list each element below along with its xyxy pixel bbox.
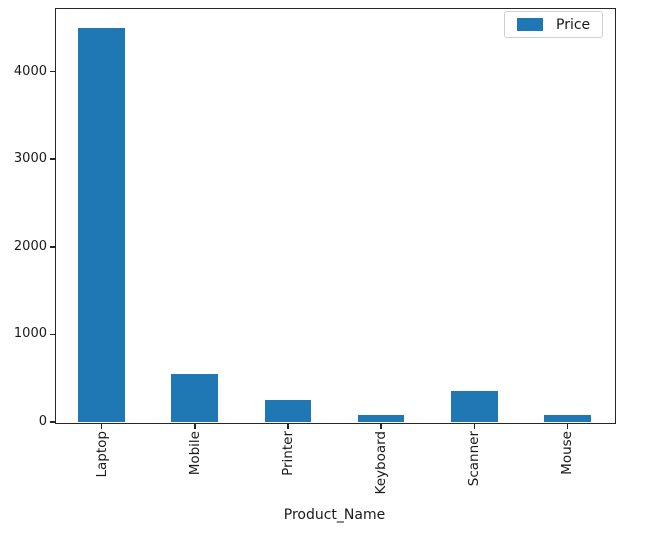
- x-tick-label-scanner: Scanner: [466, 431, 483, 487]
- x-tick-mark: [566, 423, 569, 429]
- y-tick-label-4000: 4000: [13, 63, 47, 79]
- x-tick-label-laptop: Laptop: [93, 431, 110, 478]
- y-tick-mark: [50, 421, 55, 423]
- x-tick-mark: [100, 423, 103, 429]
- y-tick-mark: [50, 158, 55, 160]
- bar-laptop: [78, 27, 125, 422]
- y-tick-label-2000: 2000: [13, 238, 47, 254]
- bar-mouse: [544, 414, 591, 422]
- x-tick-label-printer: Printer: [279, 431, 296, 476]
- y-tick-label-3000: 3000: [13, 151, 47, 167]
- x-tick-label-keyboard: Keyboard: [373, 431, 390, 495]
- y-tick-label-0: 0: [38, 414, 47, 429]
- legend: Price: [504, 11, 604, 38]
- plot-area: [55, 8, 616, 424]
- legend-label: Price: [556, 16, 591, 33]
- y-tick-mark: [50, 333, 55, 336]
- y-tick-mark: [50, 246, 55, 248]
- y-tick-label-1000: 1000: [13, 326, 47, 342]
- x-axis-label: Product_Name: [283, 507, 386, 523]
- x-tick-mark: [194, 423, 196, 429]
- bar-printer: [264, 400, 312, 422]
- x-tick-label-mouse: Mouse: [559, 431, 576, 475]
- x-tick-mark: [380, 423, 382, 429]
- x-tick-label-mobile: Mobile: [186, 431, 203, 476]
- y-tick-mark: [50, 70, 55, 73]
- x-tick-mark: [473, 423, 475, 429]
- x-tick-mark: [287, 423, 289, 429]
- legend-swatch-price: [517, 18, 543, 31]
- bar-keyboard: [357, 414, 405, 422]
- bar-mobile: [171, 373, 219, 422]
- bar-scanner: [450, 391, 498, 422]
